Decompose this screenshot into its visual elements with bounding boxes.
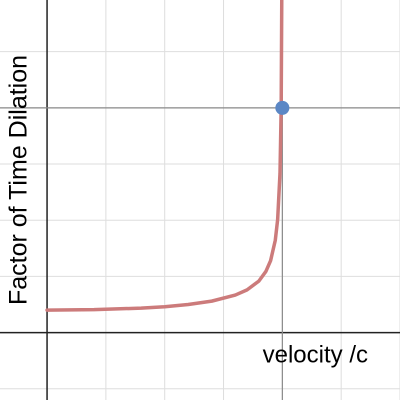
y-axis-label: Factor of Time Dilation	[5, 55, 33, 305]
point	[275, 100, 290, 115]
curve	[45, 0, 284, 312]
x-axis-label: velocity /c	[263, 341, 368, 368]
plot-area	[45, 0, 290, 312]
